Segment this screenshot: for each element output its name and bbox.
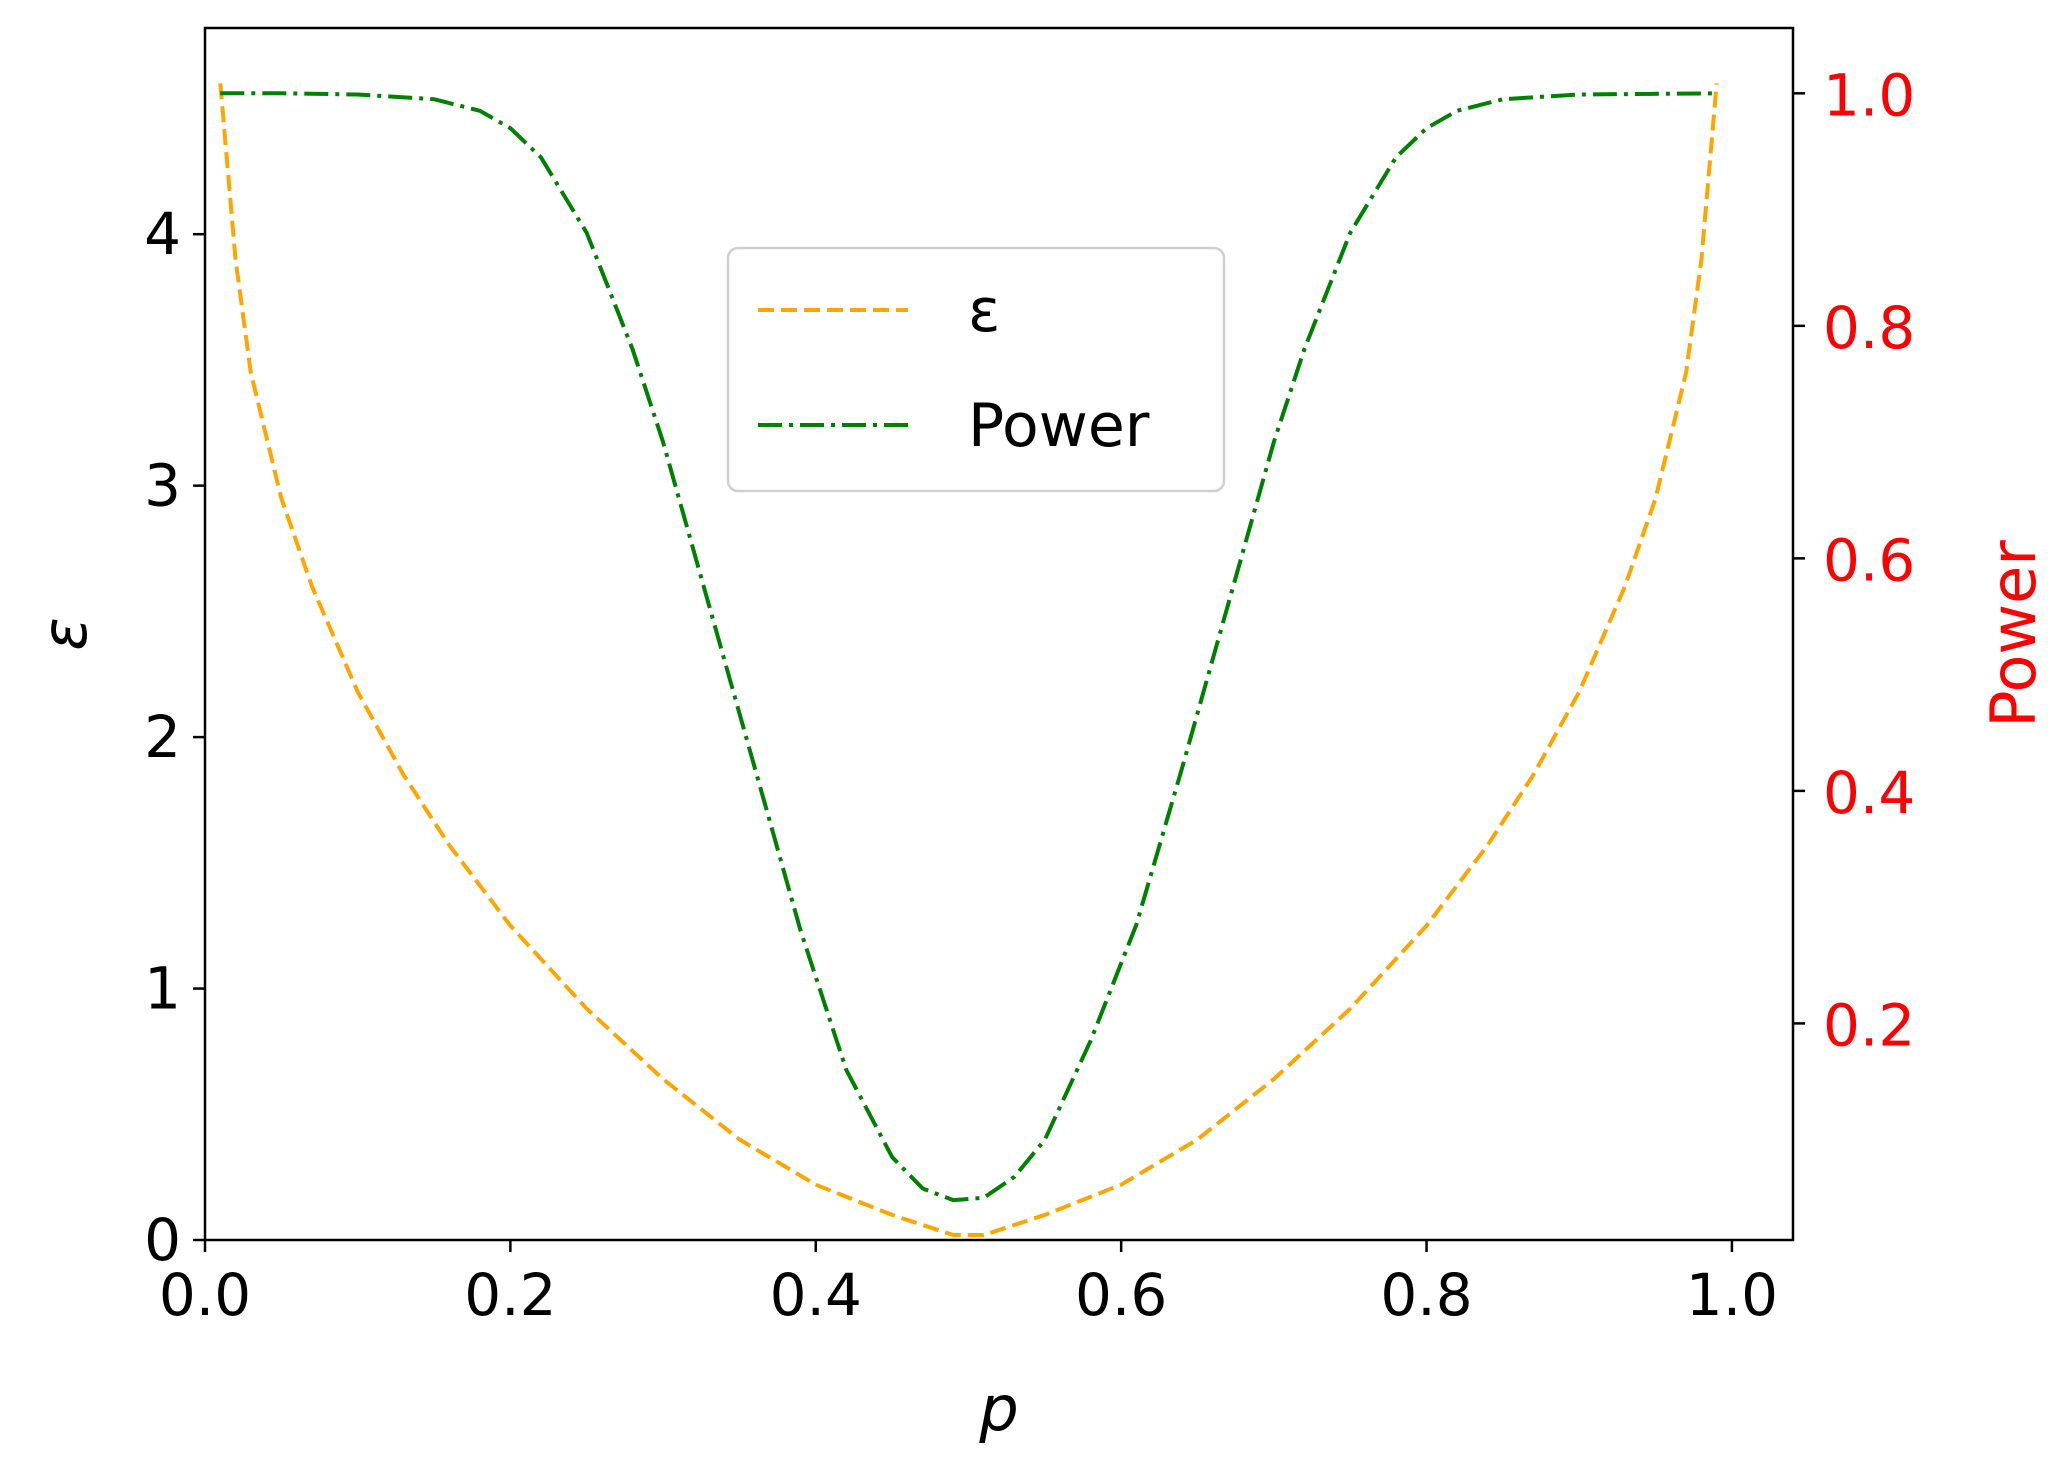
y-tick-label: 0 xyxy=(144,1206,181,1274)
x-tick-label: 0.4 xyxy=(770,1261,862,1329)
y-tick-label: 3 xyxy=(144,452,181,520)
y2-tick-label: 0.2 xyxy=(1823,991,1915,1059)
x-tick-label: 0.2 xyxy=(464,1261,556,1329)
legend: ε Power xyxy=(726,246,1226,493)
y-axis-title: ε xyxy=(28,617,101,651)
y2-tick-label: 0.8 xyxy=(1823,294,1915,362)
series-layer xyxy=(218,83,1719,1237)
y2-tick-label: 0.6 xyxy=(1823,526,1915,594)
x-axis-ticks: 0.0 0.2 0.4 0.6 0.8 1.0 xyxy=(159,1240,1778,1329)
y-axis-ticks: 0 1 2 3 4 xyxy=(144,200,205,1274)
y2-axis-ticks: 0.2 0.4 0.6 0.8 1.0 xyxy=(1793,61,1915,1059)
y-tick-label: 1 xyxy=(144,955,181,1023)
x-tick-label: 0.6 xyxy=(1075,1261,1167,1329)
series-line-power xyxy=(220,91,1717,1203)
plot-frame xyxy=(203,26,1795,1242)
y2-axis-title: Power xyxy=(1977,540,2050,728)
x-tick-label: 0.8 xyxy=(1380,1261,1472,1329)
x-tick-label: 1.0 xyxy=(1686,1261,1778,1329)
x-tick-label: 0.0 xyxy=(159,1261,251,1329)
y2-tick-label: 1.0 xyxy=(1823,61,1915,129)
x-axis-title: p xyxy=(978,1372,1018,1445)
legend-label-power: Power xyxy=(968,391,1150,461)
legend-label-epsilon: ε xyxy=(968,276,1000,346)
y2-tick-label: 0.4 xyxy=(1823,759,1915,827)
y-tick-label: 2 xyxy=(144,703,181,771)
y-tick-label: 4 xyxy=(144,200,181,268)
series-line-epsilon xyxy=(218,83,1719,1237)
